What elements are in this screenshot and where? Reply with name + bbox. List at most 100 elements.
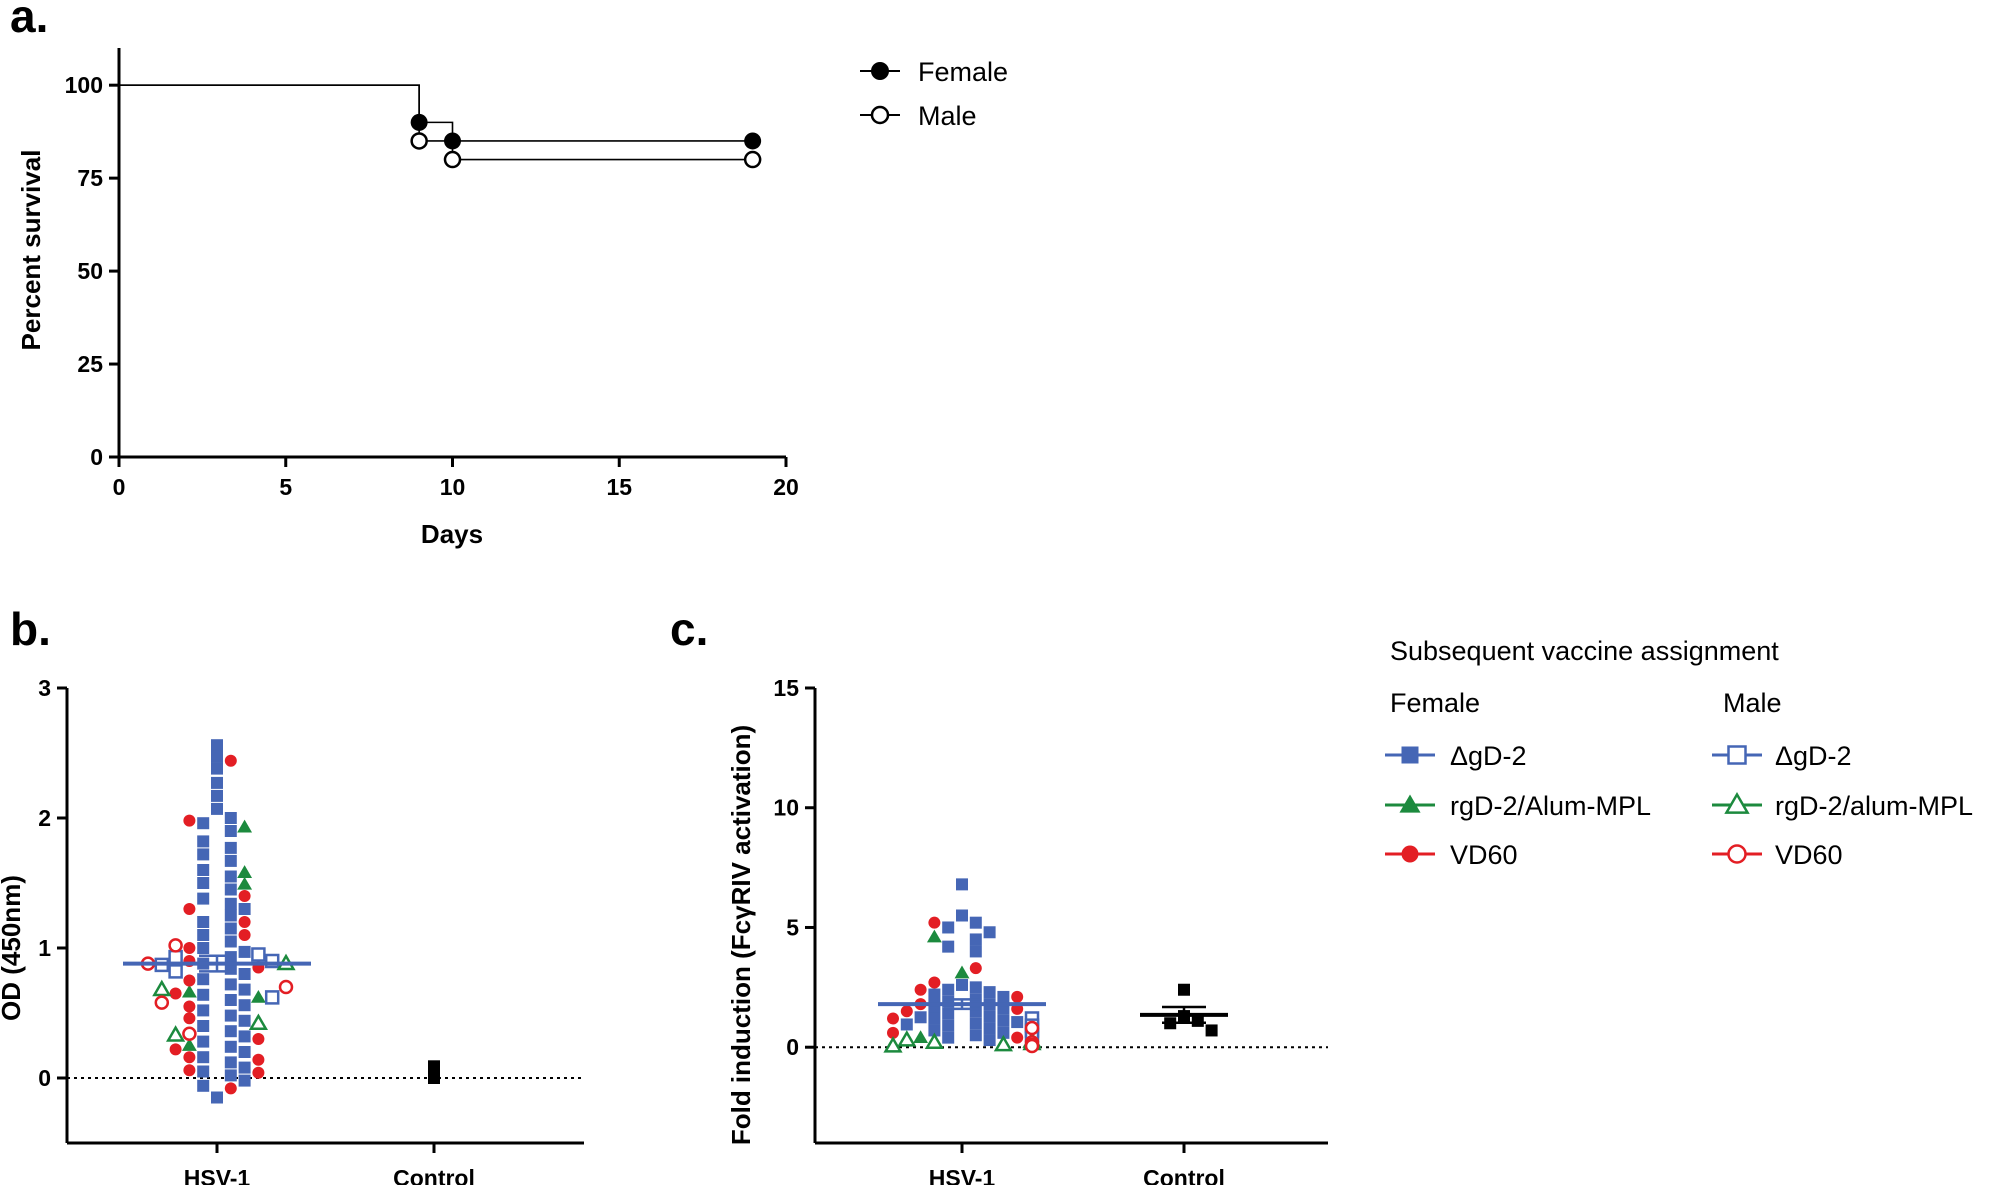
panel-b-point-female-vd60 bbox=[183, 1000, 196, 1013]
legend-female-marker bbox=[871, 62, 889, 80]
legend-female-dgd2-label: ΔgD-2 bbox=[1450, 741, 1527, 771]
legend-female-0-marker bbox=[1401, 746, 1419, 764]
panel-b-point-female-dgd2 bbox=[211, 762, 223, 775]
panel-b-point-control bbox=[428, 1060, 440, 1073]
panel-b-point-female-dgd2 bbox=[238, 968, 251, 980]
panel-b-point-female-dgd2 bbox=[224, 1056, 237, 1069]
panel-b-point-female-rgd2 bbox=[181, 1038, 197, 1051]
panel-a-female-line bbox=[119, 84, 753, 142]
panel-b-point-female-dgd2 bbox=[238, 1061, 251, 1074]
panel-b-axes: 0 1 2 3 HSV-1 Control bbox=[38, 675, 584, 1185]
panel-c-point-female-dgd2 bbox=[969, 1005, 982, 1018]
panel-b-point-female-dgd2 bbox=[211, 739, 223, 752]
panel-b-point-male-dgd2 bbox=[251, 947, 266, 962]
panel-b-point-female-dgd2 bbox=[224, 812, 237, 824]
panel-b-point-female-dgd2 bbox=[224, 1009, 237, 1022]
panel-c-point-female-vd60 bbox=[969, 962, 982, 975]
panel-a-y-tick-label: 50 bbox=[77, 258, 103, 284]
legend-male-marker bbox=[870, 105, 890, 125]
panel-b-point-female-dgd2 bbox=[211, 802, 223, 815]
panel-b-point-male-vd60 bbox=[182, 1026, 197, 1042]
panel-b-point-female-dgd2 bbox=[238, 1074, 251, 1087]
panel-c-point-female-vd60 bbox=[928, 916, 941, 929]
panel-b-point-female-dgd2 bbox=[197, 973, 210, 986]
panel-a-y-tick-label: 75 bbox=[77, 165, 103, 191]
panel-b-point-female-dgd2 bbox=[224, 922, 237, 935]
panel-b-point-female-dgd2 bbox=[197, 1035, 210, 1048]
panel-b-point-female-vd60 bbox=[252, 1053, 265, 1066]
panel-b-point-female-dgd2 bbox=[224, 935, 237, 948]
panel-a-y-tick-label: 0 bbox=[90, 444, 103, 470]
panel-b-point-female-dgd2 bbox=[197, 929, 210, 941]
panel-a-series bbox=[119, 84, 762, 169]
panel-b-point-female-dgd2 bbox=[224, 994, 237, 1006]
panel-b-point-male-dgd2 bbox=[264, 990, 280, 1005]
panel-a-label: a. bbox=[10, 0, 48, 42]
panel-b-y-tick-label: 0 bbox=[38, 1065, 51, 1091]
legend-bc-title: Subsequent vaccine assignment bbox=[1390, 636, 1779, 666]
panel-c-point-female-vd60 bbox=[1011, 1031, 1024, 1044]
panel-b-point-female-dgd2 bbox=[238, 903, 251, 915]
panel-b-point-female-dgd2 bbox=[224, 841, 237, 854]
panel-c-point-female-dgd2 bbox=[969, 945, 982, 958]
panel-b-point-female-dgd2 bbox=[197, 942, 210, 954]
panel-c-point-female-dgd2 bbox=[997, 1026, 1010, 1039]
legend-male-0-marker bbox=[1727, 745, 1747, 765]
panel-c-point-female-vd60 bbox=[887, 1026, 899, 1039]
panel-b-point-female-rgd2 bbox=[237, 876, 253, 890]
panel-b-point-female-rgd2 bbox=[250, 989, 266, 1003]
panel-c-point-female-dgd2 bbox=[900, 1018, 913, 1031]
panel-c-point-female-dgd2 bbox=[942, 983, 955, 996]
panel-a-y-tick-label: 100 bbox=[65, 72, 103, 98]
panel-b-point-female-dgd2 bbox=[224, 1040, 237, 1053]
panel-c-point-female-dgd2 bbox=[914, 1011, 927, 1024]
panel-b-point-female-dgd2 bbox=[197, 1004, 210, 1017]
panel-b-point-female-dgd2 bbox=[211, 789, 223, 802]
panel-c-x-tick-label: HSV-1 bbox=[929, 1165, 996, 1185]
legend-bc-male-header: Male bbox=[1723, 688, 1782, 718]
panel-b-y-axis-title: OD (450nm) bbox=[0, 875, 26, 1021]
panel-b-y-tick-label: 1 bbox=[38, 935, 51, 961]
panel-b-point-female-vd60 bbox=[252, 1066, 265, 1079]
panel-b-point-female-dgd2 bbox=[238, 983, 251, 996]
legend-female-2-marker bbox=[1401, 845, 1419, 863]
panel-a-axes: 0 25 50 75 100 0 5 10 15 20 bbox=[65, 48, 799, 500]
panel-b-point-female-vd60 bbox=[183, 814, 196, 827]
panel-b-point-female-dgd2 bbox=[224, 951, 237, 964]
panel-c-point-female-dgd2 bbox=[969, 981, 982, 994]
legend-bc-female-header: Female bbox=[1390, 688, 1480, 718]
panel-c-point-control bbox=[1178, 983, 1190, 996]
panel-c-point-female-dgd2 bbox=[942, 1019, 955, 1032]
panel-b-point-female-dgd2 bbox=[197, 848, 210, 861]
panel-c-point-female-rgd2 bbox=[954, 965, 970, 979]
panel-b-point-male-dgd2 bbox=[168, 964, 183, 979]
panel-c-point-female-dgd2 bbox=[983, 1034, 996, 1047]
panel-b-point-female-dgd2 bbox=[197, 1079, 210, 1092]
panel-b-point-female-dgd2 bbox=[197, 1051, 210, 1064]
panel-b-point-female-dgd2 bbox=[224, 897, 237, 910]
panel-c-point-male-rgd2 bbox=[924, 1032, 945, 1050]
legend-male-vd60-label: VD60 bbox=[1775, 840, 1843, 870]
panel-b-point-female-dgd2 bbox=[224, 883, 237, 896]
panel-c-point-female-rgd2 bbox=[926, 929, 942, 943]
panel-c-point-female-dgd2 bbox=[956, 909, 968, 922]
panel-c-point-male-vd60 bbox=[1024, 1038, 1040, 1054]
panel-b-point-male-vd60 bbox=[168, 938, 183, 953]
panel-b-point-female-dgd2 bbox=[224, 1025, 237, 1038]
panel-c-y-tick-label: 10 bbox=[773, 795, 799, 821]
legend-female-label: Female bbox=[918, 57, 1008, 87]
panel-b-point-female-dgd2 bbox=[224, 870, 237, 883]
panel-b-point-control bbox=[428, 1072, 440, 1084]
panel-b-point-female-dgd2 bbox=[197, 1020, 210, 1032]
panel-b-point-male-rgd2 bbox=[152, 979, 172, 997]
panel-a-female-point bbox=[744, 132, 762, 150]
panel-c-point-female-vd60 bbox=[1011, 990, 1024, 1003]
panel-c-point-female-dgd2 bbox=[956, 978, 968, 991]
panel-c-point-male-rgd2 bbox=[897, 1030, 917, 1047]
panel-c-point-female-dgd2 bbox=[928, 1012, 941, 1025]
panel-b-point-female-vd60 bbox=[183, 1012, 196, 1025]
legend-male-rgd2-label: rgD-2/alum-MPL bbox=[1775, 791, 1973, 821]
panel-c-axes: 0 5 10 15 HSV-1 Control bbox=[773, 675, 1328, 1185]
panel-c-point-male-rgd2 bbox=[993, 1034, 1014, 1052]
panel-b-point-female-dgd2 bbox=[197, 864, 210, 876]
